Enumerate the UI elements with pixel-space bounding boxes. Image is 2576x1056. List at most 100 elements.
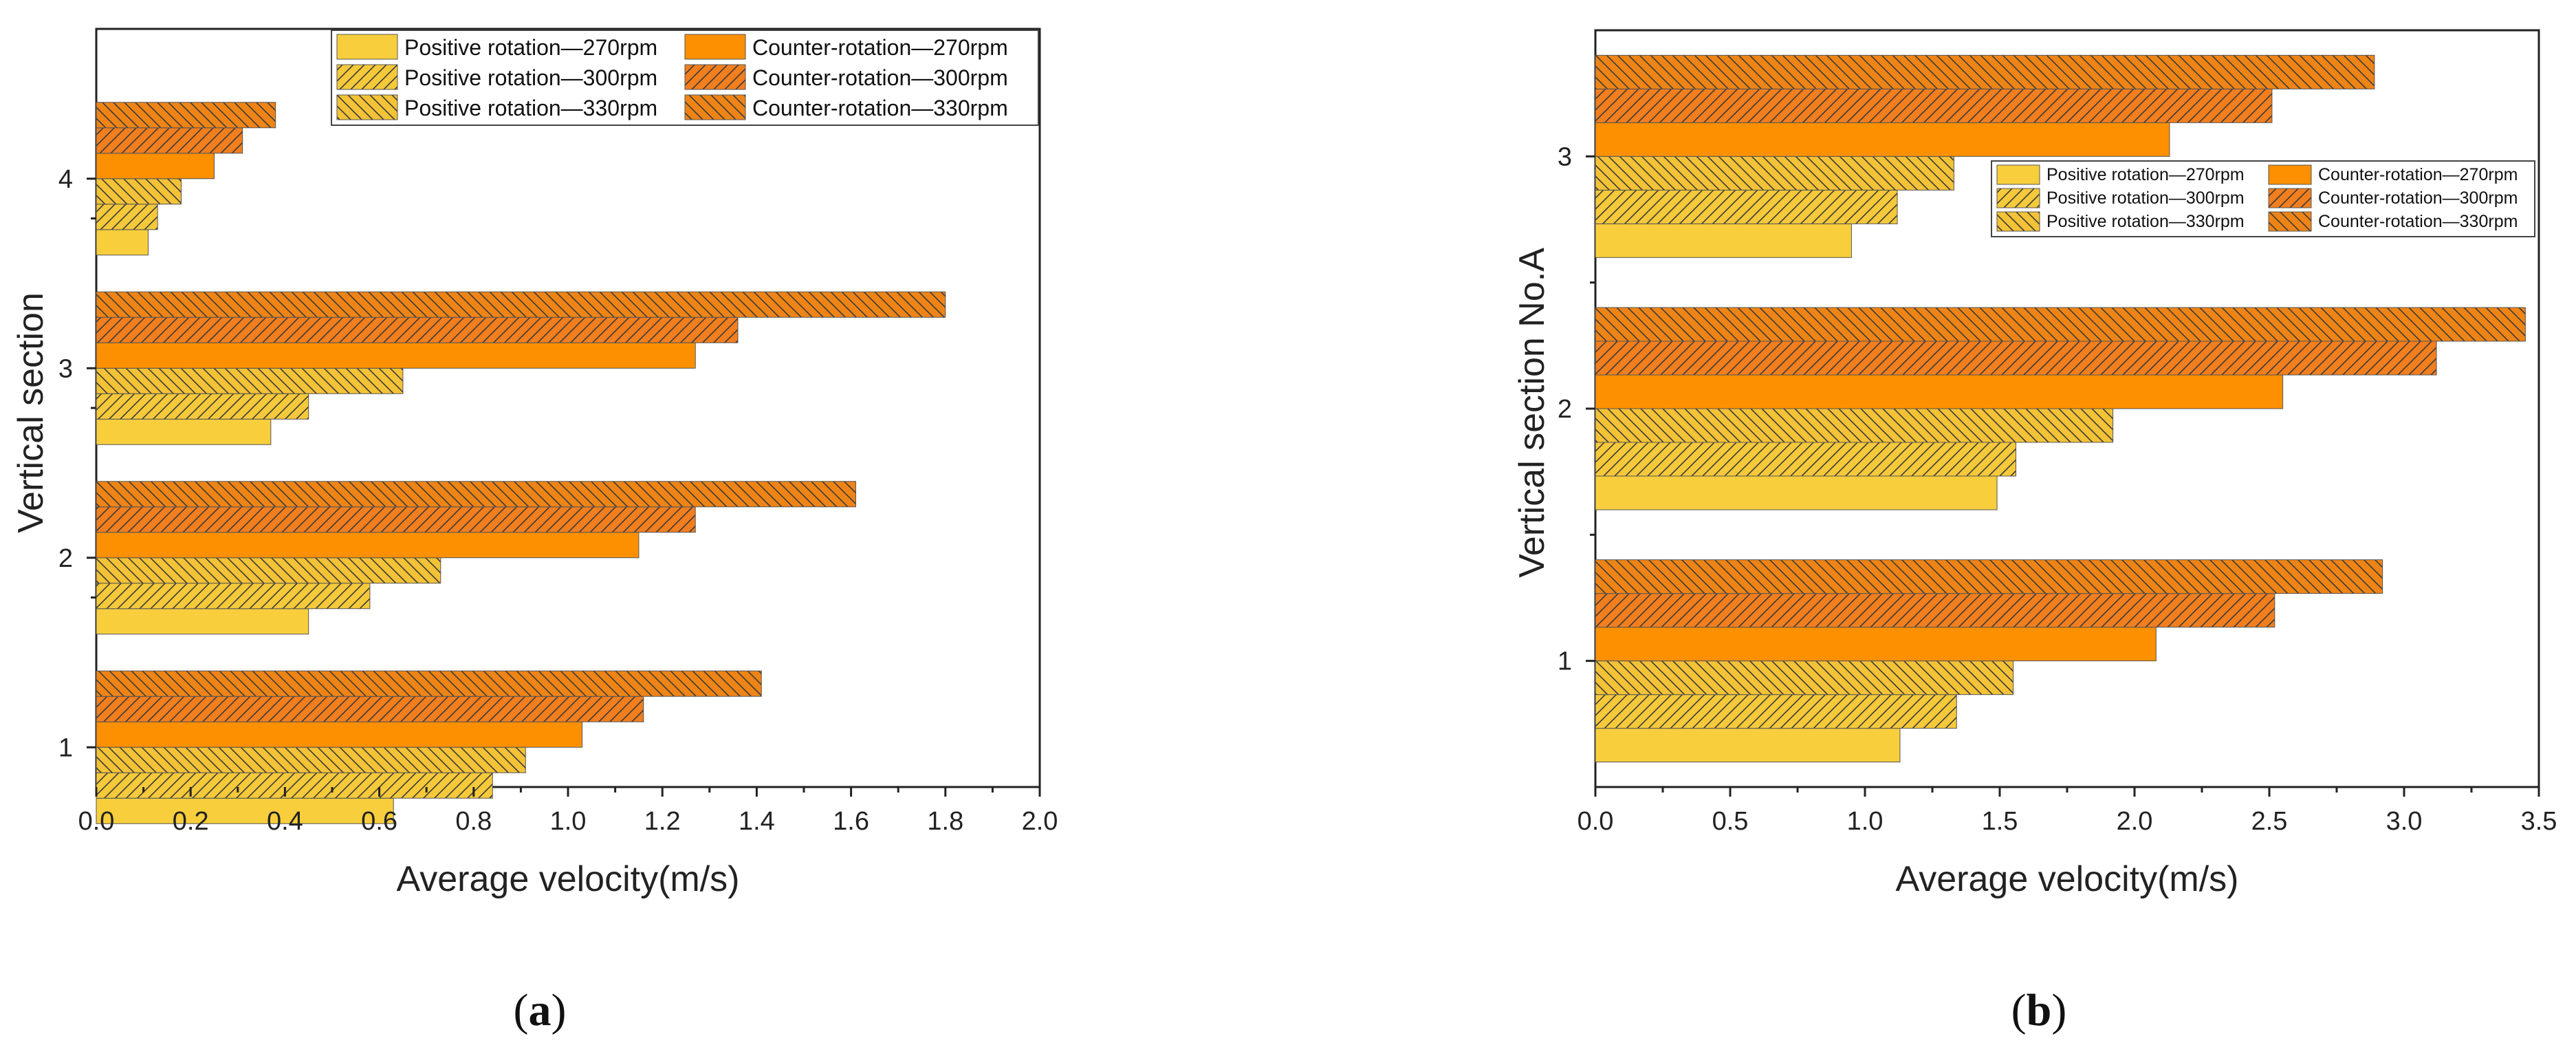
bar-a-section-3-series-4 <box>96 342 696 369</box>
y-axis-title-a: Vertical section <box>11 292 51 533</box>
bar-a-section-3-series-2 <box>96 393 309 420</box>
bar-a-section-2-series-1 <box>96 608 309 635</box>
x-tick-label-a: 0.4 <box>267 807 303 836</box>
bar-a-section-4-series-4 <box>96 153 215 180</box>
legend-swatch-a-6 <box>684 94 746 120</box>
legend-label-a-1: Positive rotation—270rpm <box>404 35 657 60</box>
y-tick-label-a: 3 <box>58 354 73 383</box>
bar-a-section-3-series-5 <box>96 316 739 343</box>
legend-swatch-a-4 <box>684 34 746 60</box>
legend-swatch-b-2 <box>1996 188 2040 208</box>
x-tick-label-a: 0.6 <box>361 807 397 836</box>
legend-label-a-6: Counter-rotation—330rpm <box>752 96 1008 120</box>
bar-a-section-4-series-2 <box>96 204 158 230</box>
x-tick-label-b: 0.5 <box>1712 807 1749 836</box>
bar-a-section-1-series-3 <box>96 746 526 773</box>
legend-swatch-a-5 <box>684 64 746 90</box>
panel-label-a: (a) <box>514 985 567 1035</box>
bar-a-section-4-series-3 <box>96 178 182 205</box>
x-tick-label-a: 1.6 <box>833 807 869 836</box>
x-tick-label-b: 2.0 <box>2117 807 2153 836</box>
legend-swatch-b-5 <box>2268 188 2312 208</box>
legend-box-b <box>1991 160 2535 237</box>
x-tick-label-b: 1.0 <box>1847 807 1884 836</box>
bar-b-section-1-series-2 <box>1595 694 1957 729</box>
panel-letter-b: b <box>2027 985 2052 1035</box>
legend-label-a-2: Positive rotation—300rpm <box>404 65 657 90</box>
chart-panel-b: 0.0 0.5 1.0 1.5 2.0 2.5 3.0 3.5 1 2 3 Positive ro… <box>1512 29 2557 1035</box>
bar-b-section-2-series-1 <box>1595 475 1998 510</box>
x-tick-label-a: 0.2 <box>173 807 209 836</box>
y-axis-ticks-b: 1 2 3 <box>1558 142 1595 676</box>
legend-label-a-5: Counter-rotation—300rpm <box>752 65 1008 90</box>
bar-a-section-3-series-1 <box>96 418 272 445</box>
bar-b-section-2-series-3 <box>1595 408 2114 443</box>
x-tick-label-a: 0.0 <box>78 807 115 836</box>
bar-a-section-2-series-3 <box>96 557 441 584</box>
panel-label-b: (b) <box>2011 985 2067 1035</box>
x-axis-title-b: Average velocity(m/s) <box>1896 859 2239 899</box>
legend-label-b-4: Counter-rotation—270rpm <box>2318 165 2518 184</box>
bar-b-section-3-series-1 <box>1595 223 1852 258</box>
bar-b-section-2-series-6 <box>1595 307 2526 342</box>
bar-a-section-3-series-3 <box>96 367 404 394</box>
x-axis-ticks-b: 0.0 0.5 1.0 1.5 2.0 2.5 3.0 3.5 <box>1578 787 2557 836</box>
legend-swatch-b-3 <box>1996 211 2040 232</box>
y-tick-label-a: 2 <box>58 544 73 573</box>
panel-letter-a: a <box>529 985 552 1035</box>
x-tick-label-a: 1.2 <box>644 807 681 836</box>
legend-label-a-3: Positive rotation—330rpm <box>404 96 657 120</box>
x-tick-label-a: 1.4 <box>739 807 775 836</box>
y-tick-label-b: 1 <box>1558 647 1572 676</box>
bar-a-section-2-series-5 <box>96 506 696 533</box>
x-tick-label-b: 0.0 <box>1578 807 1614 836</box>
y-tick-label-b: 3 <box>1558 142 1572 171</box>
legend-swatch-b-1 <box>1996 164 2040 185</box>
y-axis-ticks-a: 1 2 3 4 <box>58 165 96 762</box>
bar-a-section-2-series-6 <box>96 481 856 508</box>
x-axis-ticks-a: 0.0 0.2 0.4 0.6 0.8 1.0 1.2 1.4 1.6 1.8 2.0 <box>78 787 1058 836</box>
legend-label-b-5: Counter-rotation—300rpm <box>2318 188 2518 208</box>
y-tick-label-a: 4 <box>58 165 73 194</box>
bar-b-section-1-series-6 <box>1595 559 2383 594</box>
chart-panel-a: 0.0 0.2 0.4 0.6 0.8 1.0 1.2 1.4 1.6 1.8 2.0 1 2 3 4 P… <box>11 28 1058 1035</box>
bar-a-section-4-series-1 <box>96 229 149 256</box>
legend-label-b-6: Counter-rotation—330rpm <box>2318 212 2518 231</box>
x-axis-title-a: Average velocity(m/s) <box>397 859 740 899</box>
bar-a-section-1-series-6 <box>96 670 762 697</box>
bars-b <box>1595 54 2526 763</box>
legend-swatch-a-3 <box>336 94 398 120</box>
bar-a-section-1-series-4 <box>96 721 583 748</box>
x-tick-label-b: 3.5 <box>2521 807 2557 836</box>
y-tick-label-b: 2 <box>1558 395 1572 424</box>
bar-a-section-3-series-6 <box>96 291 946 318</box>
bar-a-section-4-series-6 <box>96 102 276 129</box>
bar-b-section-1-series-1 <box>1595 728 1901 763</box>
bar-a-section-1-series-5 <box>96 696 644 722</box>
x-tick-label-a: 1.8 <box>927 807 963 836</box>
bar-b-section-3-series-4 <box>1595 122 2170 157</box>
bar-b-section-1-series-5 <box>1595 593 2275 628</box>
bar-b-section-2-series-2 <box>1595 442 2017 477</box>
bar-a-section-2-series-2 <box>96 583 371 610</box>
legend-label-a-4: Counter-rotation—270rpm <box>752 35 1008 60</box>
bar-b-section-3-series-6 <box>1595 54 2375 89</box>
x-tick-label-b: 1.5 <box>1982 807 2018 836</box>
legend-swatch-b-6 <box>2268 211 2312 232</box>
bar-b-section-2-series-5 <box>1595 341 2437 376</box>
bar-a-section-4-series-5 <box>96 127 243 154</box>
bar-b-section-3-series-3 <box>1595 155 1954 191</box>
legend-swatch-a-2 <box>336 64 398 90</box>
legend-a: Positive rotation—270rpm Counter-rotation… <box>331 30 1039 126</box>
x-tick-label-b: 2.5 <box>2251 807 2288 836</box>
x-tick-label-b: 3.0 <box>2386 807 2423 836</box>
legend-label-b-1: Positive rotation—270rpm <box>2046 165 2245 184</box>
y-tick-label-a: 1 <box>58 733 73 762</box>
x-tick-label-a: 1.0 <box>550 807 587 836</box>
legend-swatch-b-4 <box>2268 164 2312 185</box>
legend-label-b-2: Positive rotation—300rpm <box>2046 188 2245 208</box>
bar-a-section-1-series-1 <box>96 797 394 824</box>
bar-b-section-3-series-5 <box>1595 88 2273 123</box>
bars-a <box>96 102 946 824</box>
